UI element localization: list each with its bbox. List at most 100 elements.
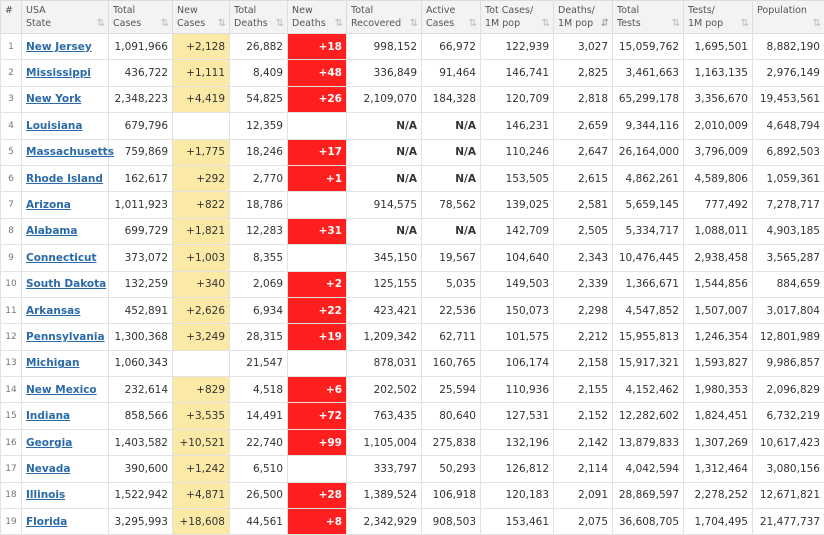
state-link[interactable]: Massachusetts — [26, 146, 114, 159]
state-link[interactable]: Pennsylvania — [26, 330, 105, 343]
cell-num: 12 — [0, 323, 22, 351]
sort-desc-icon[interactable]: ⇵ — [600, 18, 609, 29]
cell-total-cases: 858,566 — [108, 402, 173, 430]
sort-arrows-icon[interactable]: ⇅ — [160, 18, 169, 29]
cell-new-deaths: +26 — [287, 85, 347, 114]
column-header-active-cases[interactable]: Active Cases ⇅ — [421, 0, 481, 34]
state-link[interactable]: Michigan — [26, 357, 80, 370]
cell-population: 884,659 — [752, 270, 824, 298]
cell-deaths-per-1m: 3,027 — [553, 32, 613, 61]
cell-population: 3,080,156 — [752, 455, 824, 483]
sort-arrows-icon[interactable]: ⇅ — [334, 18, 343, 29]
column-header-new-deaths[interactable]: New Deaths ⇅ — [287, 0, 347, 34]
cell-tot-cases-per-1m: 120,183 — [480, 481, 554, 510]
cell-total-tests: 1,366,671 — [612, 270, 684, 298]
sort-arrows-icon[interactable]: ⇅ — [541, 18, 550, 29]
state-link[interactable]: New Mexico — [26, 383, 97, 396]
column-header-total-recovered[interactable]: Total Recovered ⇅ — [346, 0, 422, 34]
cell-num: 5 — [0, 138, 22, 166]
cell-total-recovered: N/A — [346, 138, 422, 166]
column-header-deaths-per-1m[interactable]: Deaths/1M pop ⇵ — [553, 0, 613, 34]
cell-deaths-per-1m: 2,152 — [553, 402, 613, 430]
sort-arrows-icon[interactable]: ⇅ — [217, 18, 226, 29]
cell-total-recovered: 1,389,524 — [346, 481, 422, 510]
cell-num: 16 — [0, 428, 22, 457]
cell-total-cases: 1,522,942 — [108, 481, 173, 510]
sort-arrows-icon[interactable]: ⇅ — [740, 18, 749, 29]
column-header-total-cases[interactable]: Total Cases ⇅ — [108, 0, 173, 34]
state-link[interactable]: South Dakota — [26, 278, 107, 291]
cell-total-deaths: 2,770 — [229, 164, 288, 193]
state-link[interactable]: Georgia — [26, 436, 73, 449]
state-link[interactable]: New York — [26, 93, 82, 106]
cell-num: 8 — [0, 217, 22, 246]
state-link[interactable]: Florida — [26, 515, 68, 528]
column-header-tot-cases-per-1m[interactable]: Tot Cases/1M pop ⇅ — [480, 0, 554, 34]
sort-arrows-icon[interactable]: ⇅ — [671, 18, 680, 29]
cell-population: 9,986,857 — [752, 349, 824, 378]
cell-total-tests: 10,476,445 — [612, 244, 684, 272]
cell-active-cases: 106,918 — [421, 481, 481, 510]
column-header-state[interactable]: USA State ⇅ — [21, 0, 109, 34]
state-link[interactable]: Louisiana — [26, 119, 83, 132]
cell-total-recovered: 2,342,929 — [346, 508, 422, 535]
cell-tot-cases-per-1m: 142,709 — [480, 217, 554, 246]
state-link[interactable]: Arizona — [26, 199, 71, 212]
cell-tests-per-1m: 2,938,458 — [683, 244, 753, 272]
column-header-label: Total — [113, 5, 136, 16]
cell-total-tests: 4,042,594 — [612, 455, 684, 483]
cell-deaths-per-1m: 2,343 — [553, 244, 613, 272]
cell-total-tests: 13,879,833 — [612, 428, 684, 457]
cell-state: Mississippi — [21, 59, 109, 87]
cell-total-cases: 390,600 — [108, 455, 173, 483]
cell-population: 2,096,829 — [752, 376, 824, 404]
sort-arrows-icon[interactable]: ⇅ — [275, 18, 284, 29]
table-row: 4 Louisiana 679,796 12,359 N/A N/A 146,231 2,65… — [0, 112, 824, 140]
cell-total-cases: 1,300,368 — [108, 323, 173, 351]
state-link[interactable]: Mississippi — [26, 67, 91, 80]
cell-total-recovered: 125,155 — [346, 270, 422, 298]
state-link[interactable]: Indiana — [26, 410, 71, 423]
column-header-tests-per-1m[interactable]: Tests/1M pop ⇅ — [683, 0, 753, 34]
table-row: 6 Rhode Island 162,617 +292 2,770 +1 N/A N/A 153… — [0, 164, 824, 193]
cell-tot-cases-per-1m: 110,936 — [480, 376, 554, 404]
sort-arrows-icon[interactable]: ⇅ — [409, 18, 418, 29]
table-row: 17 Nevada 390,600 +1,242 6,510 333,797 50,293 1… — [0, 455, 824, 483]
column-header-population[interactable]: Population ⇅ — [752, 0, 824, 34]
sort-arrows-icon[interactable]: ⇅ — [468, 18, 477, 29]
cell-tot-cases-per-1m: 153,461 — [480, 508, 554, 535]
cell-state: Arkansas — [21, 296, 109, 325]
cell-active-cases: N/A — [421, 138, 481, 166]
state-link[interactable]: New Jersey — [26, 40, 92, 53]
table-row: 5 Massachusetts 759,869 +1,775 18,246 +17 N/A N… — [0, 138, 824, 166]
state-link[interactable]: Illinois — [26, 489, 66, 502]
state-link[interactable]: Connecticut — [26, 251, 97, 264]
state-link[interactable]: Alabama — [26, 225, 78, 238]
column-header-total-tests[interactable]: Total Tests ⇅ — [612, 0, 684, 34]
cell-total-tests: 4,152,462 — [612, 376, 684, 404]
cell-total-deaths: 44,561 — [229, 508, 288, 535]
cell-total-cases: 759,869 — [108, 138, 173, 166]
cell-total-deaths: 18,246 — [229, 138, 288, 166]
cell-total-recovered: 914,575 — [346, 191, 422, 219]
state-link[interactable]: Arkansas — [26, 304, 81, 317]
cell-new-deaths: +22 — [287, 296, 347, 325]
cell-total-tests: 4,547,852 — [612, 296, 684, 325]
cell-new-cases: +18,608 — [172, 508, 230, 535]
column-header-label: Tests/ — [688, 5, 715, 16]
cell-total-cases: 162,617 — [108, 164, 173, 193]
sort-arrows-icon[interactable]: ⇅ — [96, 18, 105, 29]
cell-new-cases: +829 — [172, 376, 230, 404]
cell-tot-cases-per-1m: 153,505 — [480, 164, 554, 193]
column-header-new-cases[interactable]: New Cases ⇅ — [172, 0, 230, 34]
cell-total-tests: 3,461,663 — [612, 59, 684, 87]
column-header-label: Deaths — [234, 18, 268, 29]
cell-tot-cases-per-1m: 110,246 — [480, 138, 554, 166]
state-link[interactable]: Nevada — [26, 462, 71, 475]
cell-state: Arizona — [21, 191, 109, 219]
column-header-total-deaths[interactable]: Total Deaths ⇅ — [229, 0, 288, 34]
sort-arrows-icon[interactable]: ⇅ — [812, 18, 821, 29]
state-link[interactable]: Rhode Island — [26, 172, 103, 185]
cell-tests-per-1m: 777,492 — [683, 191, 753, 219]
